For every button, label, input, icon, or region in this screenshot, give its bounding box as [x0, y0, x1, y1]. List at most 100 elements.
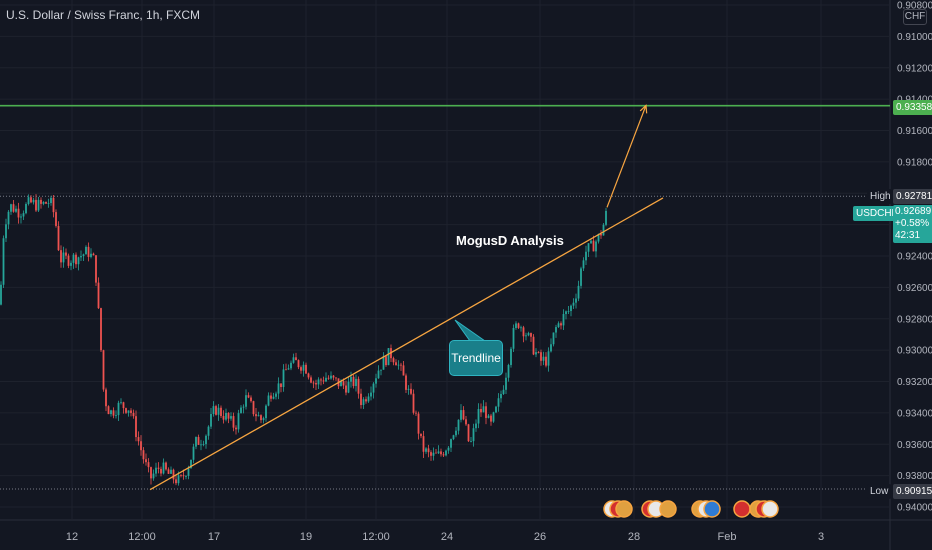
- candle-body: [42, 201, 45, 204]
- candle-body: [70, 262, 72, 266]
- candle-body: [510, 348, 512, 365]
- candle-body: [260, 415, 262, 421]
- candle-body: [202, 444, 205, 445]
- candle-body: [342, 381, 345, 386]
- candle-body: [537, 352, 540, 353]
- candle-body: [572, 302, 575, 306]
- candle-body: [575, 298, 577, 303]
- candle-body: [427, 448, 430, 453]
- last-price-badge: 0.92689 +0.58% 42:31: [893, 205, 932, 243]
- candle-body: [347, 381, 350, 393]
- candle-body: [230, 416, 232, 419]
- low-value: 0.90915: [893, 484, 932, 499]
- candle-body: [135, 416, 137, 438]
- candle-body: [175, 479, 177, 484]
- candle-body: [290, 362, 292, 369]
- candle-body: [562, 314, 565, 326]
- candle-body: [210, 414, 212, 427]
- candle-body: [125, 408, 127, 413]
- candle-body: [477, 408, 480, 424]
- candle-body: [367, 396, 370, 402]
- price-tick-label: 0.92400: [897, 252, 932, 263]
- candle-body: [287, 368, 290, 370]
- projection-arrow: [606, 105, 647, 208]
- candle-body: [605, 210, 607, 225]
- candle-body: [112, 410, 115, 416]
- candle-body: [65, 252, 67, 256]
- economic-event-flag-icon: [733, 500, 751, 518]
- candle-body: [90, 253, 92, 257]
- candle-body: [5, 224, 7, 239]
- candle-body: [565, 311, 567, 315]
- candle-body: [432, 452, 435, 456]
- candle-body: [235, 427, 237, 430]
- price-tick-label: 0.94000: [897, 503, 932, 514]
- candle-body: [392, 358, 395, 363]
- currency-unit-button[interactable]: CHF: [903, 9, 927, 25]
- candle-body: [127, 410, 130, 413]
- candle-body: [30, 197, 32, 203]
- candle-body: [237, 413, 240, 430]
- candle-body: [302, 364, 305, 371]
- candle-body: [452, 435, 455, 440]
- candle-body: [525, 335, 527, 337]
- candle-body: [357, 378, 360, 394]
- candle-body: [460, 410, 462, 420]
- candle-body: [267, 395, 270, 406]
- candle-body: [10, 204, 12, 212]
- candle-body: [547, 351, 550, 366]
- candle-body: [277, 383, 280, 394]
- candle-body: [120, 402, 122, 404]
- economic-event-flag-icon: [761, 500, 779, 518]
- candle-body: [295, 357, 297, 361]
- price-tick-label: 0.91600: [897, 126, 932, 137]
- price-tick-label: 0.92800: [897, 314, 932, 325]
- candle-body: [265, 405, 267, 419]
- candle-body: [480, 408, 482, 413]
- candle-body: [240, 407, 242, 414]
- candle-body: [335, 377, 337, 379]
- candle-body: [455, 430, 457, 436]
- time-tick-label: Feb: [718, 531, 737, 543]
- candle-body: [227, 413, 230, 419]
- candle-body: [247, 395, 250, 398]
- candle-body: [102, 350, 105, 390]
- time-tick-label: 17: [208, 531, 220, 543]
- candle-body: [162, 462, 165, 474]
- candle-body: [355, 378, 357, 387]
- candle-body: [225, 413, 227, 420]
- candle-body: [185, 475, 187, 477]
- candle-body: [80, 256, 82, 258]
- candle-body: [215, 406, 217, 415]
- candle-body: [502, 389, 505, 395]
- candle-body: [270, 395, 272, 399]
- candle-body: [535, 352, 537, 355]
- candle-body: [280, 383, 282, 387]
- candle-body: [275, 393, 277, 397]
- candle-body: [495, 406, 497, 413]
- candle-body: [497, 398, 500, 407]
- candle-body: [200, 444, 202, 446]
- candle-body: [317, 379, 320, 385]
- candle-body: [435, 452, 437, 454]
- candle-body: [12, 204, 15, 212]
- candle-body: [122, 402, 125, 409]
- economic-event-flag-icon: [659, 500, 677, 518]
- time-tick-label: 12:00: [128, 531, 156, 543]
- candle-body: [395, 362, 397, 366]
- trendline-callout: Trendline: [449, 340, 503, 376]
- candle-body: [217, 407, 220, 415]
- candle-body: [207, 426, 210, 436]
- candle-body: [142, 450, 145, 460]
- candle-body: [20, 216, 22, 218]
- candle-body: [282, 369, 285, 387]
- candle-body: [307, 373, 310, 378]
- candle-body: [37, 199, 40, 211]
- target-value-badge: 0.93358: [893, 100, 932, 115]
- candle-body: [540, 352, 542, 361]
- candle-body: [542, 356, 545, 361]
- candle-body: [595, 241, 597, 252]
- candle-body: [532, 336, 535, 355]
